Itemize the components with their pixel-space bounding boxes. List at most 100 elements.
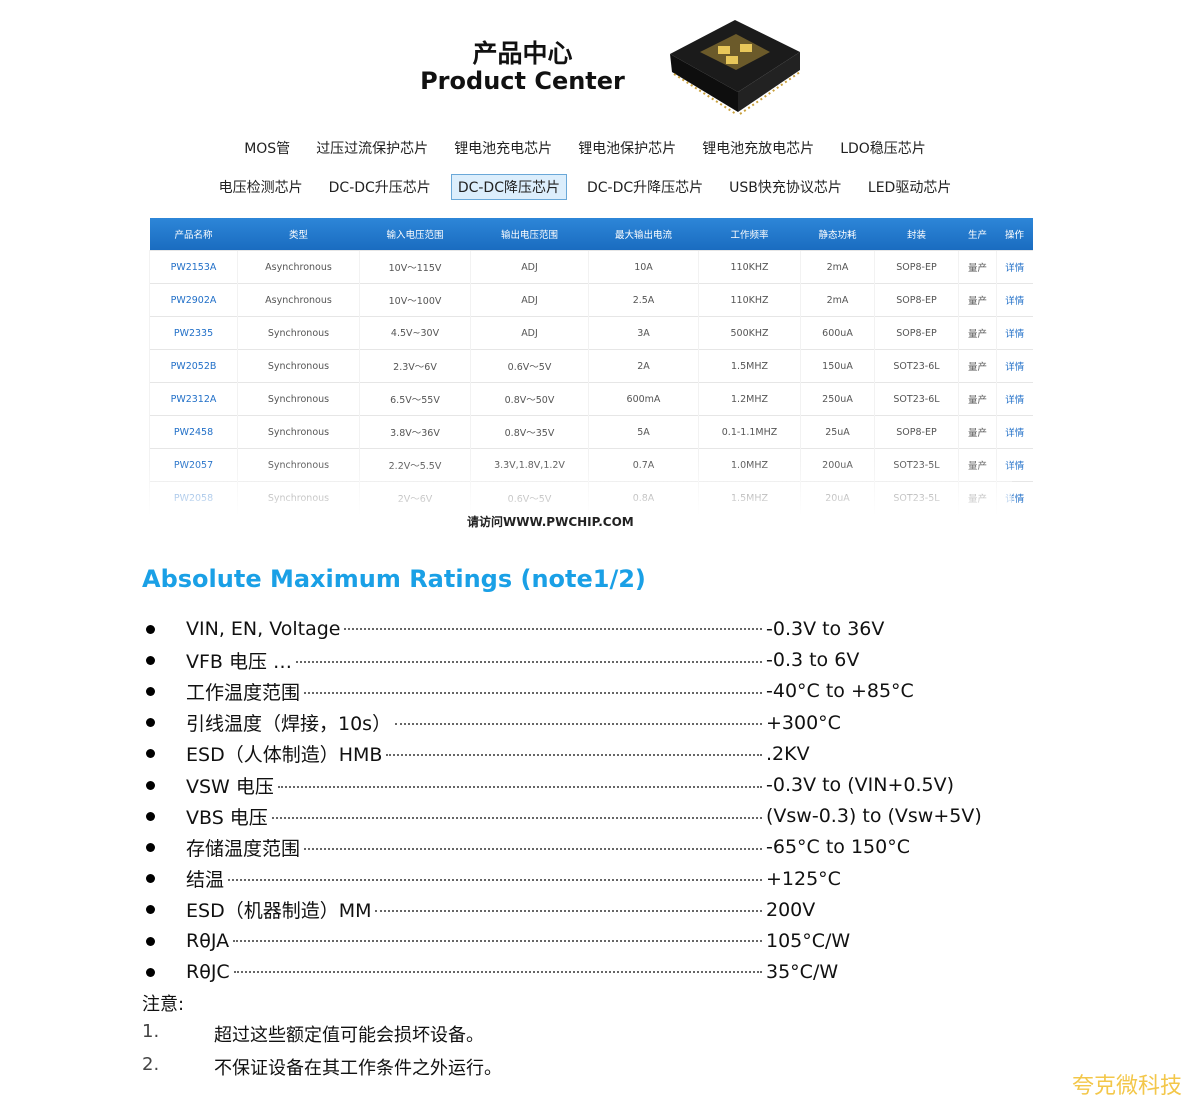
rating-label: 结温 (186, 869, 225, 892)
dots (395, 723, 762, 726)
cell[interactable]: 详情 (996, 382, 1033, 416)
nav-item[interactable]: DC-DC升降压芯片 (586, 180, 704, 196)
dots (375, 910, 762, 913)
column-header: 类型 (237, 218, 360, 251)
cell: Synchronous (237, 415, 360, 449)
bullet (146, 874, 155, 884)
rating-item: VFB 电压 … -0.3 to 6V (142, 645, 1042, 675)
nav-row: 电压检测芯片 DC-DC升压芯片 DC-DC降压芯片 DC-DC升降压芯片 USB快充协… (0, 174, 1170, 200)
rating-leader: 引线温度（焊接，10s） (186, 709, 766, 736)
dots (386, 754, 762, 757)
cell: PW2052B (149, 349, 238, 383)
rating-value: 200V (766, 898, 816, 921)
cell: ADJ (470, 283, 589, 317)
cell: ADJ (470, 316, 589, 350)
cell: SOP8-EP (874, 250, 959, 284)
cell: PW2312A (149, 382, 238, 416)
cell[interactable]: 详情 (996, 283, 1033, 317)
rating-leader: RθJC (186, 961, 766, 983)
cell[interactable]: 详情 (996, 316, 1033, 350)
column-header: 工作频率 (698, 218, 801, 251)
fade-overlay (149, 460, 1012, 540)
rating-leader: VSW 电压 (186, 772, 766, 799)
cell: 150uA (800, 349, 875, 383)
rating-leader: 工作温度范围 (186, 678, 766, 705)
nav-item[interactable]: USB快充协议芯片 (729, 180, 842, 196)
bullet (146, 718, 155, 728)
rating-item: VBS 电压 (Vsw-0.3) to (Vsw+5V) (142, 801, 1042, 831)
column-header: 操作 (996, 218, 1033, 251)
note-number: 1. (142, 1021, 160, 1042)
note-title: 注意: (142, 994, 185, 1015)
rating-label: VBS 电压 (186, 806, 268, 829)
cell[interactable]: 详情 (996, 250, 1033, 284)
rating-label: ESD（机器制造）MM (186, 900, 372, 923)
rating-item: RθJA 105°C/W (142, 926, 1042, 956)
nav-item[interactable]: 过压过流保护芯片 (316, 141, 429, 157)
dots (296, 660, 762, 663)
cell: 1.2MHZ (698, 382, 801, 416)
table-row: PW2902A Asynchronous 10V～100V ADJ 2.5A 110KHZ… (149, 283, 1033, 317)
bullet (146, 936, 155, 946)
dots (344, 628, 762, 630)
dots (304, 847, 762, 850)
nav-item[interactable]: DC-DC降压芯片 (450, 174, 567, 200)
rating-value: (Vsw-0.3) to (Vsw+5V) (766, 805, 982, 828)
cell: 量产 (958, 250, 997, 284)
cell[interactable]: 详情 (996, 349, 1033, 383)
nav-row: MOS管 过压过流保护芯片 锂电池充电芯片 锂电池保护芯片 锂电池充放电芯片 LDO稳压芯… (0, 136, 1170, 160)
cell: ADJ (470, 250, 589, 284)
table-row: PW2153A Asynchronous 10V～115V ADJ 10A 110KHZ 2… (149, 250, 1033, 284)
note-text: 超过这些额定值可能会损坏设备。 (214, 1025, 484, 1046)
note-number: 2. (142, 1054, 160, 1075)
cell: 0.6V～5V (470, 349, 589, 383)
nav-item[interactable]: 锂电池保护芯片 (578, 141, 677, 157)
cell: PW2153A (149, 250, 238, 284)
cell: SOP8-EP (874, 415, 959, 449)
bullet (146, 624, 155, 634)
rating-leader: ESD（人体制造）HMB (186, 740, 766, 767)
cell: 3A (588, 316, 699, 350)
cell: 2A (588, 349, 699, 383)
cell: SOT23-6L (874, 349, 959, 383)
dots (228, 879, 762, 882)
cell: 25uA (800, 415, 875, 449)
rating-item: 存储温度范围 -65°C to 150°C (142, 832, 1042, 862)
cell: 0.8V～50V (470, 382, 589, 416)
rating-label: VIN, EN, Voltage (186, 618, 341, 640)
rating-leader: VFB 电压 … (186, 647, 766, 674)
watermark: 夸克微科技 (1071, 1074, 1182, 1098)
rating-value: .2KV (766, 742, 810, 765)
cell: 10A (588, 250, 699, 284)
column-header: 封装 (874, 218, 959, 251)
cell: 2mA (800, 283, 875, 317)
bullet (146, 686, 155, 696)
nav-item[interactable]: DC-DC升压芯片 (328, 180, 431, 196)
cell: 600mA (588, 382, 699, 416)
cell: 5A (588, 415, 699, 449)
nav-item[interactable]: MOS管 (244, 141, 291, 157)
nav-item[interactable]: LED驱动芯片 (867, 180, 952, 196)
notice: 请访问WWW.PWCHIP.COM (467, 515, 634, 529)
rating-item: RθJC 35°C/W (142, 957, 1042, 987)
bullet (146, 967, 155, 977)
nav-item[interactable]: LDO稳压芯片 (840, 141, 926, 157)
nav-item[interactable]: 锂电池充放电芯片 (702, 141, 815, 157)
table-row: PW2052B Synchronous 2.3V～6V 0.6V～5V 2A 1.5MHZ… (149, 349, 1033, 383)
bullet (146, 842, 155, 852)
table-row: PW2458 Synchronous 3.8V～36V 0.8V～35V 5A 0.1-1… (149, 415, 1033, 449)
cell: 10V～115V (359, 250, 471, 284)
nav-item[interactable]: 锂电池充电芯片 (454, 141, 553, 157)
cell: 量产 (958, 349, 997, 383)
rating-value: +300°C (766, 711, 841, 734)
cell: 250uA (800, 382, 875, 416)
cell: 110KHZ (698, 283, 801, 317)
cell: SOT23-6L (874, 382, 959, 416)
bullet (146, 749, 155, 759)
cell[interactable]: 详情 (996, 415, 1033, 449)
cell: 3.8V～36V (359, 415, 471, 449)
rating-label: 引线温度（焊接，10s） (186, 713, 392, 736)
nav-item[interactable]: 电压检测芯片 (218, 180, 303, 196)
cell: 量产 (958, 382, 997, 416)
